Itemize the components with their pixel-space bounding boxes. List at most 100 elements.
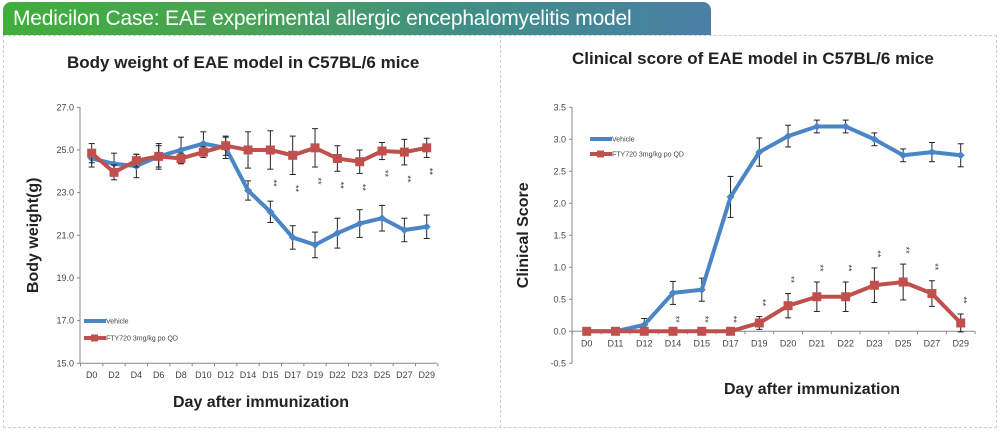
legend-label: FTY720 3mg/kg po QD: [612, 152, 684, 159]
x-tick-label: D22: [329, 370, 346, 380]
significance-marker: **: [815, 265, 825, 273]
panel-divider: [500, 35, 501, 428]
x-tick-label: D25: [895, 338, 912, 348]
x-tick-label: D25: [374, 370, 391, 380]
data-point: [582, 326, 592, 336]
significance-marker: **: [930, 263, 940, 271]
significance-marker: **: [268, 180, 278, 188]
x-tick-label: D2: [108, 370, 120, 380]
y-axis-label: Body weight(g): [25, 178, 42, 294]
x-tick-label: D12: [217, 370, 234, 380]
x-tick-label: D19: [307, 370, 324, 380]
data-point: [841, 122, 850, 131]
legend-marker: [91, 334, 98, 342]
x-tick-label: D14: [240, 370, 257, 380]
data-point: [927, 148, 936, 157]
data-point: [176, 154, 186, 163]
significance-marker: **: [959, 297, 969, 305]
x-tick-label: D0: [86, 370, 98, 380]
data-point: [639, 326, 649, 336]
y-tick-label: 17.0: [56, 316, 74, 326]
x-tick-label: D23: [351, 370, 368, 380]
x-tick-label: D19: [751, 338, 768, 348]
data-point: [726, 326, 736, 336]
x-tick-label: D14: [665, 338, 682, 348]
y-tick-label: 3.5: [553, 102, 566, 112]
data-point: [333, 229, 342, 238]
legend-label: Vehicle: [106, 319, 129, 326]
significance-marker: **: [358, 184, 368, 192]
significance-marker: **: [335, 182, 345, 190]
significance-marker: **: [729, 316, 739, 324]
significance-marker: **: [425, 168, 435, 176]
series-line-fty720: [90, 143, 428, 175]
data-point: [784, 132, 793, 141]
data-point: [266, 207, 275, 216]
data-point: [400, 225, 409, 234]
significance-marker: **: [786, 276, 796, 284]
y-tick-label: 19.0: [56, 273, 74, 283]
significance-marker: **: [901, 247, 911, 255]
data-point: [311, 240, 320, 249]
x-tick-label: D22: [837, 338, 854, 348]
x-tick-label: D4: [131, 370, 143, 380]
significance-marker: **: [671, 316, 681, 324]
x-tick-label: D29: [952, 338, 969, 348]
y-tick-label: 1.5: [553, 230, 566, 240]
data-point: [154, 151, 164, 161]
data-point: [399, 147, 409, 157]
data-point: [697, 285, 706, 294]
y-tick-label: -0.5: [550, 358, 566, 368]
y-tick-label: 0.0: [553, 326, 566, 336]
series-line-vehicle: [91, 141, 427, 247]
data-point: [422, 143, 432, 153]
x-tick-label: D15: [694, 338, 711, 348]
x-tick-label: D12: [636, 338, 653, 348]
y-tick-label: 27.0: [56, 102, 74, 112]
x-tick-label: D8: [175, 370, 187, 380]
data-point: [755, 148, 764, 157]
data-point: [109, 167, 119, 177]
y-tick-label: 1.0: [553, 262, 566, 272]
data-point: [783, 301, 793, 311]
significance-marker: **: [844, 265, 854, 273]
x-tick-label: D23: [866, 338, 883, 348]
data-point: [87, 148, 97, 158]
legend-label: FTY720 3mg/kg po QD: [106, 336, 178, 343]
significance-marker: **: [757, 299, 767, 307]
data-point: [355, 157, 365, 167]
y-tick-label: 3.0: [553, 134, 566, 144]
x-tick-label: D27: [396, 370, 413, 380]
significance-marker: **: [380, 170, 390, 178]
series-line-vehicle: [586, 124, 961, 334]
significance-marker: **: [700, 316, 710, 324]
y-tick-label: 25.0: [56, 145, 74, 155]
data-point: [422, 222, 431, 231]
data-point: [131, 156, 141, 166]
x-tick-label: D29: [418, 370, 435, 380]
data-point: [726, 192, 735, 201]
x-tick-label: D10: [195, 370, 212, 380]
data-point: [244, 186, 253, 195]
data-point: [870, 135, 879, 144]
chart-title-clinical-score: Clinical score of EAE model in C57BL/6 m…: [572, 49, 934, 68]
data-point: [869, 280, 879, 290]
data-point: [669, 288, 678, 297]
data-point: [956, 151, 965, 160]
data-point: [198, 147, 208, 157]
legend-label: Vehicle: [612, 137, 635, 144]
data-point: [841, 292, 851, 302]
data-point: [199, 139, 208, 148]
data-point: [956, 318, 966, 328]
data-point: [288, 233, 297, 242]
data-point: [927, 289, 937, 299]
data-point: [697, 326, 707, 336]
y-tick-label: 21.0: [56, 230, 74, 240]
x-tick-label: D11: [608, 338, 624, 348]
banner-title: Medicilon Case: EAE experimental allergi…: [3, 2, 711, 35]
data-point: [754, 318, 764, 328]
x-tick-label: D17: [722, 338, 739, 348]
x-axis-label: Day after immunization: [724, 381, 900, 398]
significance-marker: **: [402, 175, 412, 183]
